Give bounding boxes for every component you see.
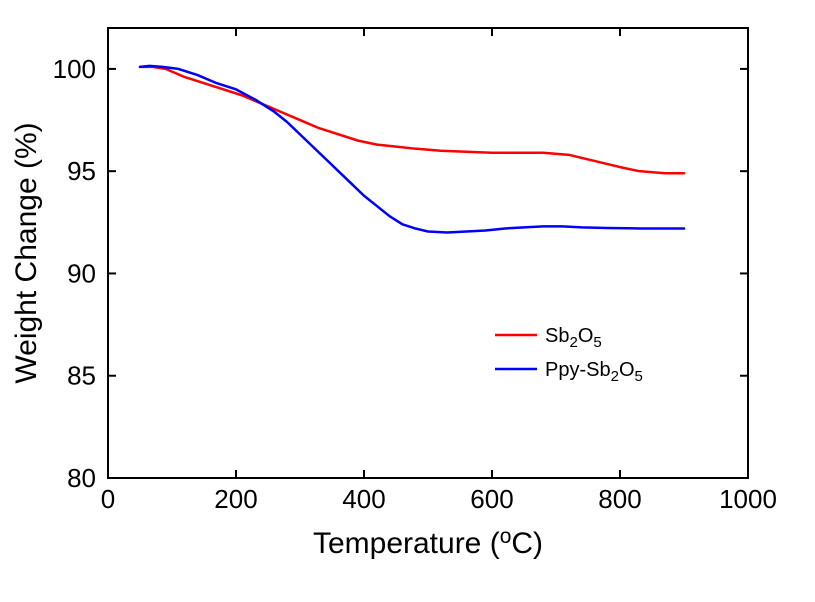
chart-svg: 0200400600800100080859095100Temperature … (0, 0, 815, 602)
y-tick-label: 90 (67, 258, 96, 288)
y-tick-label: 95 (67, 156, 96, 186)
x-tick-label: 1000 (719, 484, 777, 514)
x-tick-label: 400 (342, 484, 385, 514)
x-tick-label: 800 (598, 484, 641, 514)
tga-chart: 0200400600800100080859095100Temperature … (0, 0, 815, 602)
y-tick-label: 100 (53, 54, 96, 84)
x-tick-label: 600 (470, 484, 513, 514)
y-axis-label: Weight Change (%) (10, 122, 43, 383)
x-tick-label: 200 (214, 484, 257, 514)
x-tick-label: 0 (101, 484, 115, 514)
y-tick-label: 85 (67, 361, 96, 391)
y-tick-label: 80 (67, 463, 96, 493)
